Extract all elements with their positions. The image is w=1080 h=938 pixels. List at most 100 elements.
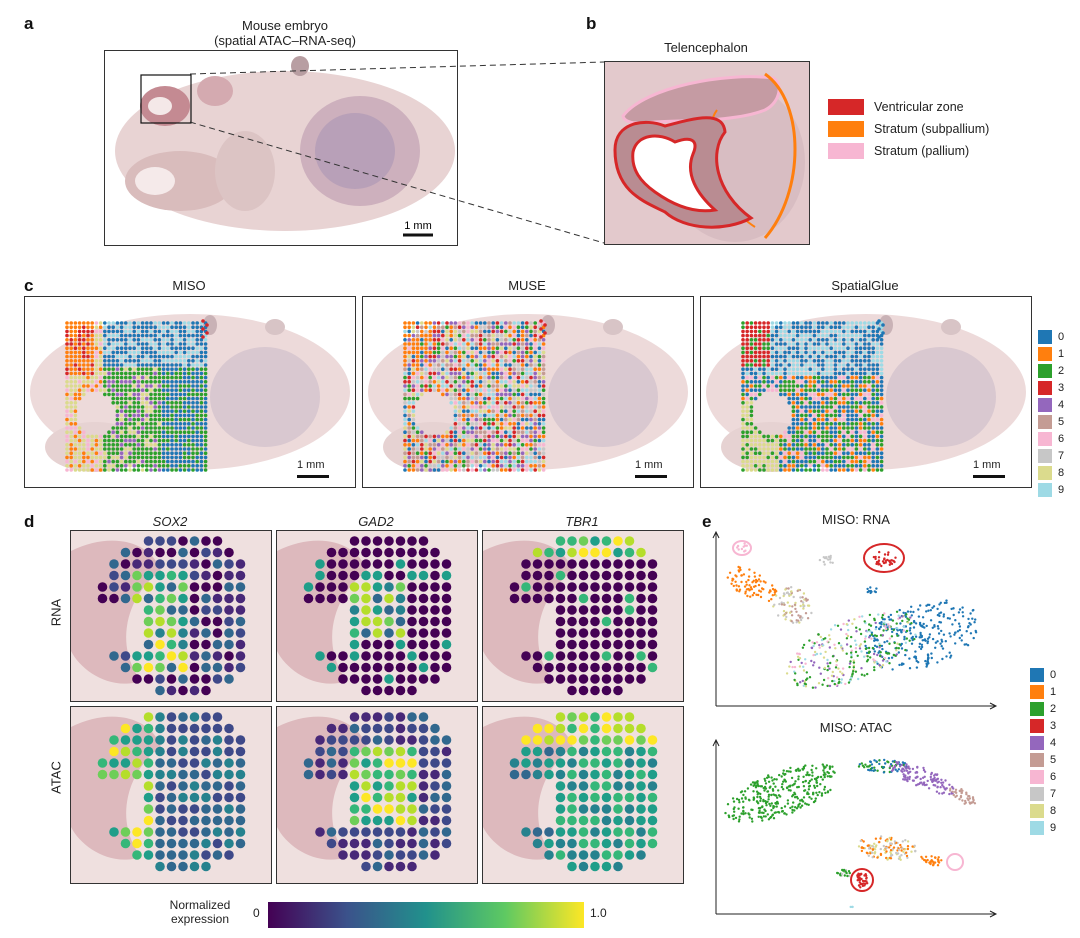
spot [741,459,745,464]
spot [508,396,512,401]
spot [453,426,458,430]
spot [428,434,432,439]
spot [462,325,466,329]
spot [879,384,884,388]
spot [449,426,453,430]
expression-spot [555,662,566,673]
expression-spot [613,850,623,860]
spot [411,417,416,422]
spot [499,396,504,401]
spot [800,438,804,443]
spot [119,443,124,447]
spot [187,359,191,363]
spot [178,430,183,434]
spot [812,409,817,413]
spot [825,346,829,350]
spot [136,388,141,392]
spot [879,451,884,455]
spot [478,426,483,430]
spot [537,367,542,371]
cell-point [828,684,832,688]
expression-spot [224,827,234,837]
spot [483,329,487,334]
expression-spot [384,616,394,627]
expression-spot [636,582,646,592]
spot [846,342,850,346]
spot [428,455,432,460]
spot [854,459,859,464]
cell-point [728,571,732,574]
expression-spot [441,735,452,745]
expression-spot [166,792,177,803]
cell-point [874,621,877,625]
spot [833,438,838,443]
cluster-swatch [1038,398,1052,412]
spot [119,359,124,363]
spot [758,447,762,451]
spot [199,359,204,363]
expression-spot [430,651,440,661]
spot [195,426,199,430]
expression-spot [224,769,234,780]
expression-spot [338,570,348,581]
spot [424,359,428,363]
spot [153,354,157,359]
expression-spot [407,685,417,696]
spot [795,363,800,367]
spot [69,388,73,392]
spot [428,342,432,346]
spot [779,451,783,455]
spot [741,413,745,418]
spot [411,363,416,367]
spot [124,422,128,426]
spot [424,459,428,464]
spot [495,354,500,359]
spot [779,363,783,367]
spot [86,371,90,376]
spot [474,426,479,430]
spot [787,443,791,447]
gene-title-tbr1: TBR1 [565,514,599,529]
spot [837,443,842,447]
spot [850,438,854,443]
cell-point [751,581,754,584]
spot [182,422,187,426]
spot [107,464,111,468]
expression-spot [395,547,406,558]
spot [863,451,867,455]
cell-point [896,642,899,645]
expression-spot [601,735,612,745]
spot [808,338,812,342]
expression-spot [361,547,371,558]
spot [816,451,821,455]
expression-spot [555,628,566,638]
spot [495,464,500,468]
expression-spot [109,582,119,592]
spot [457,388,462,392]
spot [199,350,204,355]
spot [850,342,854,346]
spot [98,342,103,346]
spot [136,426,141,430]
spot [136,367,141,371]
spot [783,392,787,397]
spot [525,321,529,325]
spot [829,338,833,342]
spot [770,350,775,355]
spot [445,325,449,329]
expression-spot [143,815,154,826]
spot [804,359,808,363]
spot [504,384,508,388]
spot [875,447,880,451]
spot [170,350,174,355]
expression-spot [372,570,383,581]
spot [103,438,107,443]
spot [466,443,470,447]
cell-point [918,642,922,645]
cell-point [958,625,962,628]
spot [170,396,174,401]
spot [136,464,141,468]
spot [178,321,183,325]
cell-point [852,670,855,673]
spot [529,325,533,329]
